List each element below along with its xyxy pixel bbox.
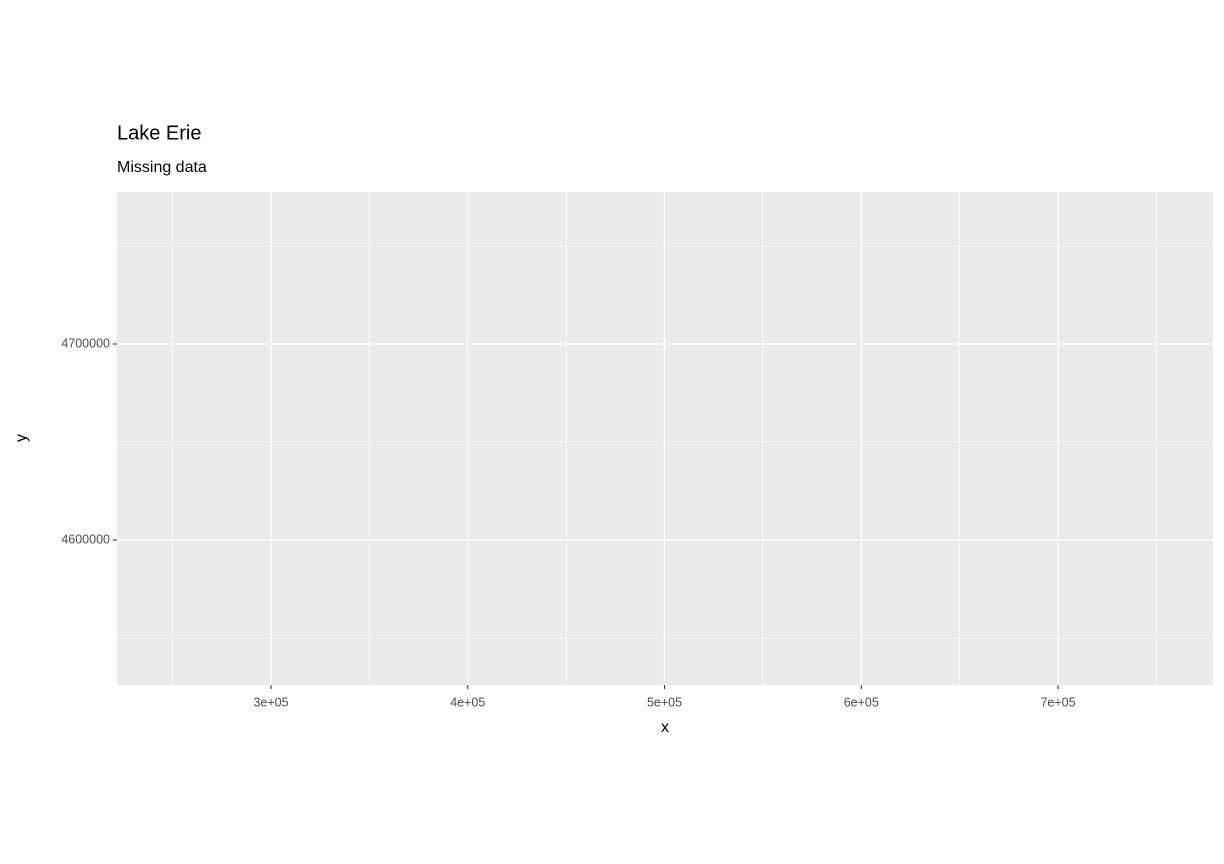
y-tick-label: 4700000 (61, 336, 110, 350)
x-tick-label: 6e+05 (844, 695, 879, 709)
x-tick-label: 5e+05 (647, 695, 682, 709)
x-axis-title: x (661, 719, 669, 736)
y-axis-title: y (13, 434, 30, 442)
x-tick-label: 3e+05 (253, 695, 288, 709)
chart-subtitle: Missing data (117, 159, 207, 176)
x-tick-label: 4e+05 (450, 695, 485, 709)
x-tick-label: 7e+05 (1040, 695, 1075, 709)
y-tick-label: 4600000 (61, 532, 110, 546)
chart-title: Lake Erie (117, 122, 202, 144)
